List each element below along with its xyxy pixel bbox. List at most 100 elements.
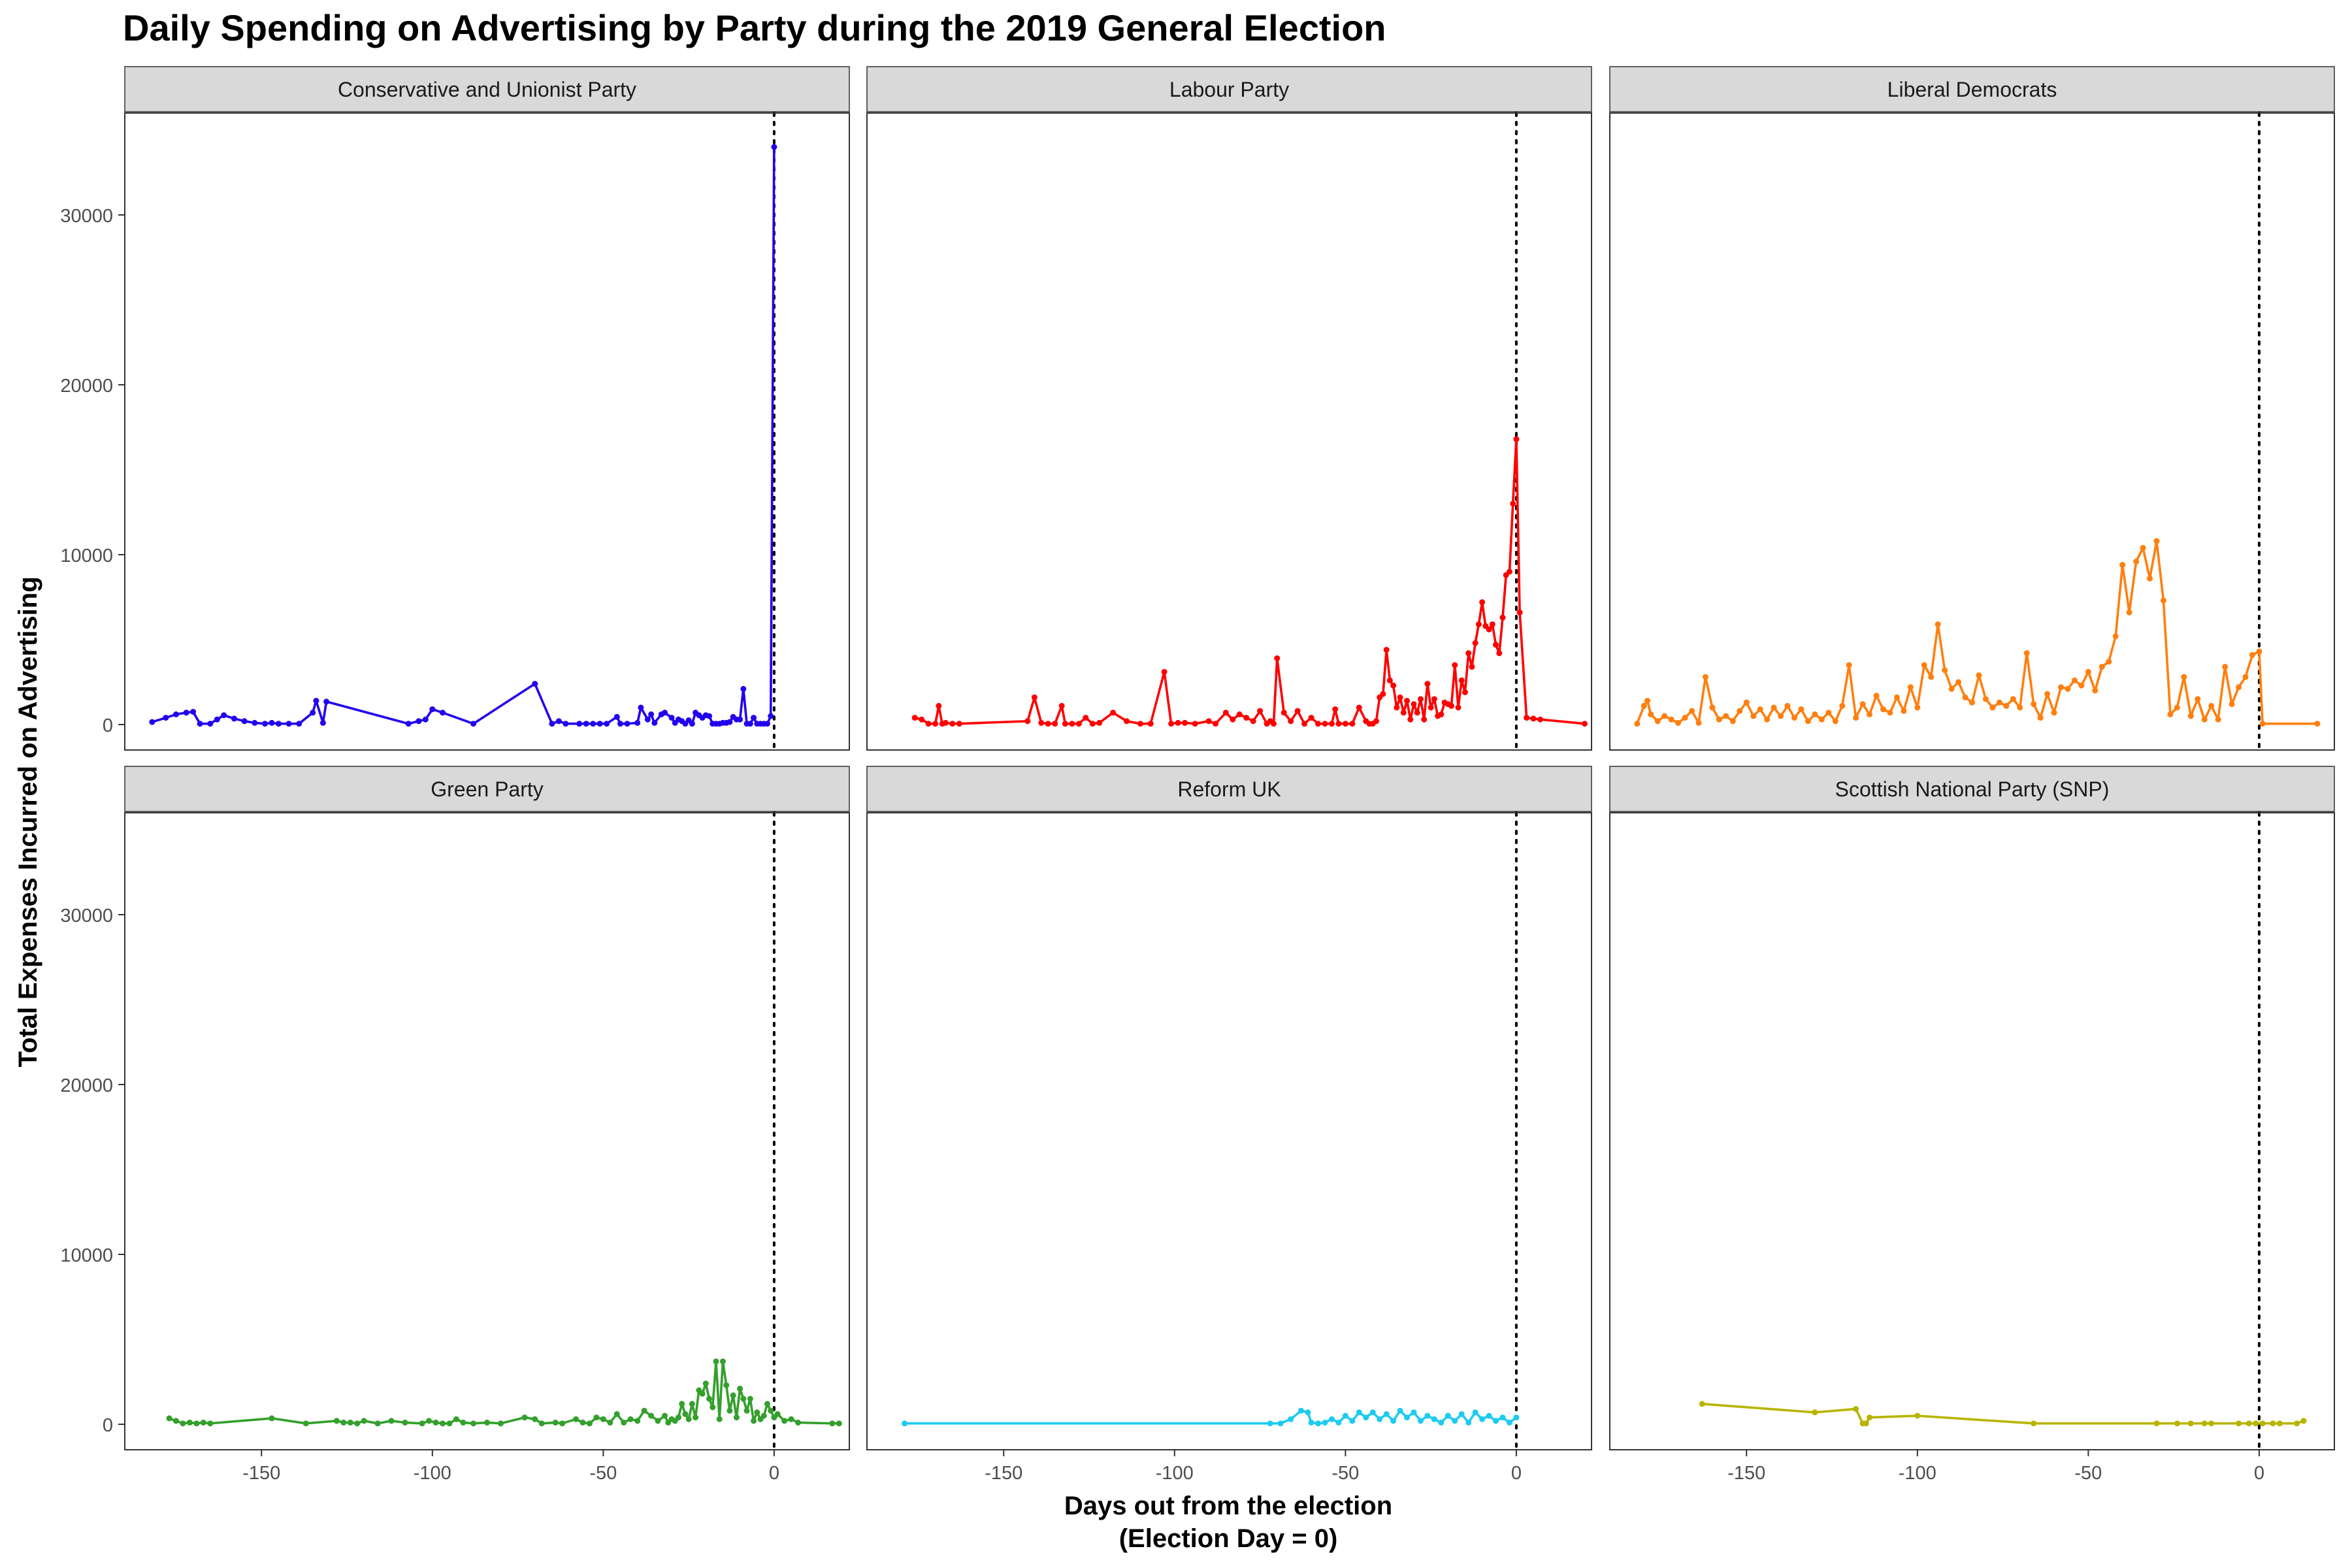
data-point xyxy=(1486,1413,1492,1419)
data-point xyxy=(1644,698,1651,704)
data-point xyxy=(1942,667,1948,674)
data-point xyxy=(829,1420,836,1427)
data-point xyxy=(1383,647,1390,653)
data-point xyxy=(719,1358,726,1365)
data-point xyxy=(1791,715,1797,721)
data-point xyxy=(1757,706,1763,713)
data-point xyxy=(1377,1416,1383,1422)
data-point xyxy=(727,1407,733,1414)
data-point xyxy=(1397,1407,1403,1414)
data-point xyxy=(2249,651,2255,658)
data-point xyxy=(2222,664,2229,670)
data-point xyxy=(1356,704,1362,711)
data-point xyxy=(2236,684,2242,691)
data-point xyxy=(1349,721,1356,727)
data-point xyxy=(1805,718,1811,725)
data-point xyxy=(416,718,422,725)
data-point xyxy=(1414,710,1420,716)
data-point xyxy=(347,1419,353,1426)
data-point xyxy=(2259,721,2266,727)
data-point xyxy=(1069,721,1075,727)
data-point xyxy=(1798,706,1805,713)
data-point xyxy=(641,1407,647,1414)
data-point xyxy=(149,719,155,725)
data-point xyxy=(1641,702,1647,709)
data-point xyxy=(1516,609,1523,615)
y-tick-label: 10000 xyxy=(60,546,113,566)
data-point xyxy=(648,1413,655,1419)
data-point xyxy=(1083,715,1089,721)
data-point xyxy=(497,1420,504,1427)
data-point xyxy=(1161,668,1168,675)
data-point xyxy=(1907,684,1914,691)
data-point xyxy=(1342,1413,1348,1419)
data-point xyxy=(713,1358,719,1365)
data-point xyxy=(1479,1416,1486,1422)
data-point xyxy=(555,718,562,725)
data-point xyxy=(1489,621,1495,628)
data-point xyxy=(1893,694,1900,700)
data-point xyxy=(936,702,942,709)
data-point xyxy=(573,1416,580,1422)
data-point xyxy=(902,1420,908,1427)
x-tick-label: 0 xyxy=(1511,1463,1522,1484)
data-point xyxy=(1250,718,1256,725)
data-point xyxy=(1236,711,1243,717)
data-point xyxy=(730,1392,736,1399)
data-point xyxy=(1349,1418,1356,1424)
data-point xyxy=(2201,716,2208,723)
data-point xyxy=(1812,1409,1818,1416)
data-point xyxy=(627,1416,634,1422)
data-point xyxy=(668,715,675,721)
data-point xyxy=(590,721,596,727)
data-point xyxy=(1475,621,1482,628)
data-point xyxy=(1465,1419,1472,1426)
data-point xyxy=(2051,710,2057,716)
data-point xyxy=(532,1416,538,1422)
data-point xyxy=(2058,684,2065,691)
data-point xyxy=(1709,704,1716,711)
panel-background xyxy=(867,813,1592,1450)
data-point xyxy=(1308,1419,1315,1426)
y-tick-label: 20000 xyxy=(60,1075,113,1096)
data-point xyxy=(231,715,237,722)
data-point xyxy=(768,1407,774,1414)
data-point xyxy=(1880,706,1886,713)
data-point xyxy=(1537,716,1544,723)
data-point xyxy=(1699,1401,1705,1407)
data-point xyxy=(1424,681,1431,687)
data-point xyxy=(613,1411,620,1417)
data-point xyxy=(313,698,319,704)
data-point xyxy=(1716,716,1722,723)
data-point xyxy=(1428,704,1434,711)
data-point xyxy=(361,1418,367,1424)
data-point xyxy=(2300,1418,2307,1424)
data-point xyxy=(1315,721,1322,727)
data-point xyxy=(172,1418,179,1424)
data-point xyxy=(1137,721,1143,727)
data-point xyxy=(1702,674,1708,680)
panel-background xyxy=(867,113,1592,750)
data-point xyxy=(429,706,436,713)
data-point xyxy=(2112,633,2119,640)
data-point xyxy=(662,1413,668,1419)
data-point xyxy=(1096,719,1103,726)
data-point xyxy=(644,716,651,723)
data-point xyxy=(2236,1420,2242,1427)
data-point xyxy=(764,1401,770,1407)
data-point xyxy=(1955,679,1962,685)
data-point xyxy=(1062,721,1068,727)
x-tick-label: 0 xyxy=(2254,1463,2264,1484)
data-point xyxy=(2208,1420,2215,1427)
panel-border xyxy=(1609,112,2335,751)
data-point xyxy=(2153,1420,2160,1427)
data-point xyxy=(682,1411,689,1417)
data-point xyxy=(919,716,925,723)
data-point xyxy=(1356,1409,1362,1416)
data-point xyxy=(2259,1420,2266,1427)
data-point xyxy=(1335,721,1342,727)
data-point xyxy=(1147,721,1154,727)
data-point xyxy=(521,1414,528,1421)
data-point xyxy=(419,1420,425,1427)
data-point xyxy=(1281,710,1287,716)
